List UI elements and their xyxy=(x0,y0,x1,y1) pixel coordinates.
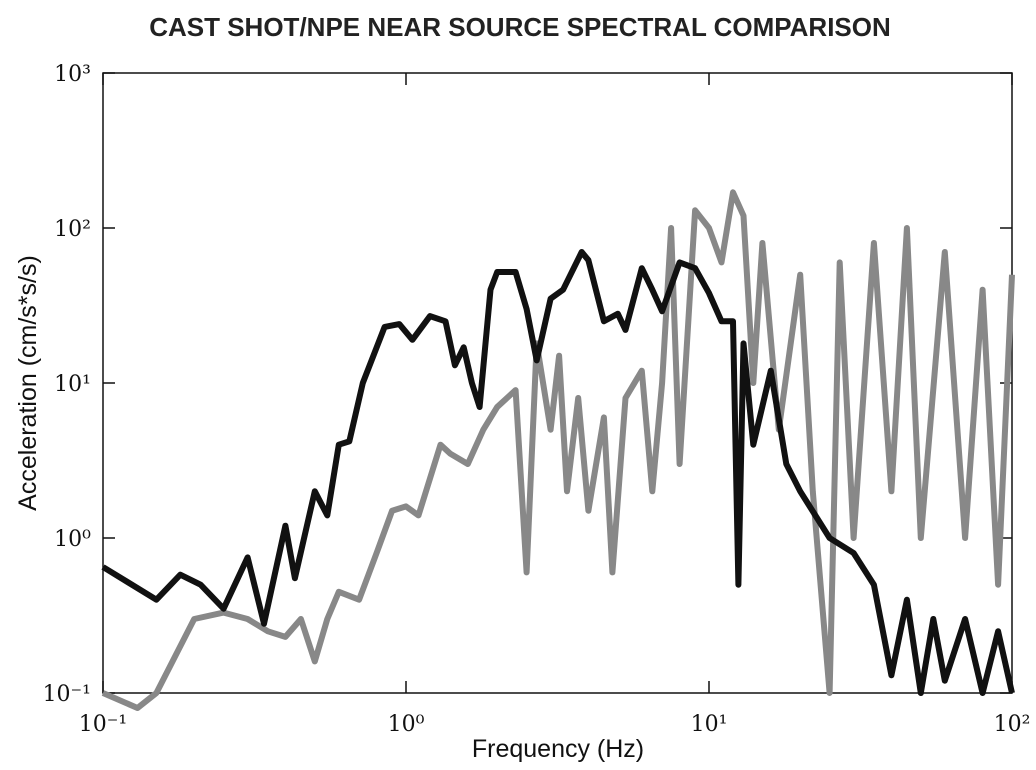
y-tick-label: 10² xyxy=(54,217,91,242)
x-tick-label: 10¹ xyxy=(691,712,728,737)
data-line xyxy=(101,249,1015,696)
x-tick-label: 10⁻¹ xyxy=(79,712,127,737)
y-tick-label: 10¹ xyxy=(54,372,91,397)
y-tick-label: 10⁻¹ xyxy=(43,682,91,707)
y-tick-label: 10⁰ xyxy=(54,527,91,552)
data-line xyxy=(101,189,1015,711)
x-axis-label: Frequency (Hz) xyxy=(472,735,644,763)
x-tick-label: 10⁰ xyxy=(388,712,425,737)
y-axis-label: Acceleration (cm/s*s/s) xyxy=(14,255,42,511)
chart-title: CAST SHOT/NPE NEAR SOURCE SPECTRAL COMPA… xyxy=(149,12,891,42)
x-tick-label: 10² xyxy=(994,712,1031,737)
y-tick-label: 10³ xyxy=(54,62,91,87)
